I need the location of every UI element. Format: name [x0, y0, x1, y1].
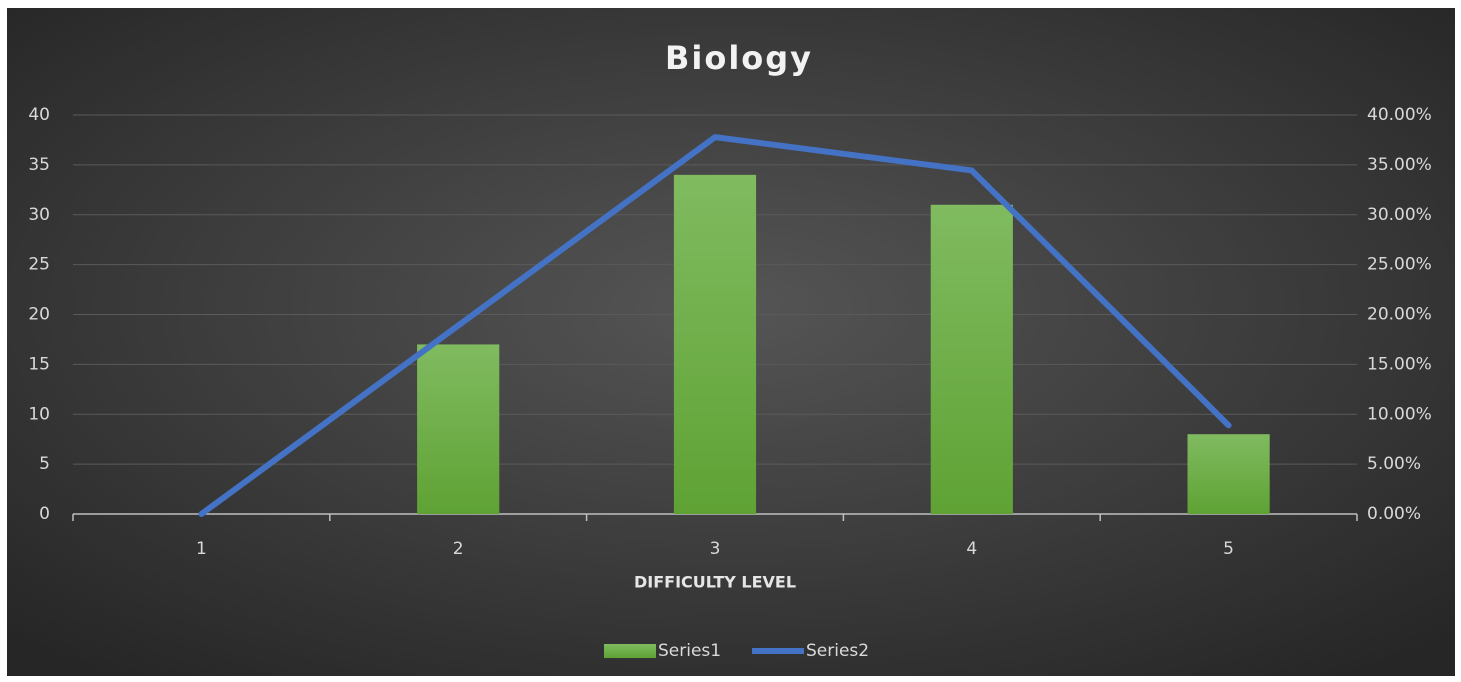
- x-tick-label: 2: [453, 539, 464, 559]
- y-tick-label: 0: [39, 504, 50, 524]
- y2-tick-label: 30.00%: [1367, 205, 1432, 225]
- bar: [1187, 434, 1270, 514]
- bar: [417, 344, 500, 514]
- y-tick-label: 5: [39, 454, 50, 474]
- bar: [673, 174, 757, 514]
- x-tick-label: 1: [196, 539, 207, 559]
- y2-tick-label: 25.00%: [1367, 255, 1432, 275]
- y-tick-label: 30: [28, 205, 50, 225]
- chart-title: Biology: [665, 39, 813, 77]
- y2-tick-label: 10.00%: [1367, 404, 1432, 424]
- y-tick-label: 40: [28, 105, 50, 125]
- y2-tick-label: 0.00%: [1367, 504, 1421, 524]
- y-tick-label: 10: [28, 404, 50, 424]
- legend-label: Series1: [658, 641, 721, 661]
- y-tick-label: 20: [28, 305, 50, 325]
- y2-tick-label: 15.00%: [1367, 354, 1432, 374]
- legend-label: Series2: [806, 641, 869, 661]
- x-tick-label: 5: [1223, 539, 1234, 559]
- y2-tick-label: 35.00%: [1367, 155, 1432, 175]
- x-axis-title: DIFFICULTY LEVEL: [634, 573, 796, 592]
- x-tick-label: 3: [710, 539, 721, 559]
- legend-swatch: [604, 644, 656, 658]
- y2-tick-label: 5.00%: [1367, 454, 1421, 474]
- line: [198, 134, 1232, 517]
- y-tick-label: 15: [28, 354, 50, 374]
- y2-tick-label: 20.00%: [1367, 305, 1432, 325]
- x-tick-label: 4: [966, 539, 977, 559]
- y-tick-label: 25: [28, 255, 50, 275]
- y-tick-label: 35: [28, 155, 50, 175]
- y2-tick-label: 40.00%: [1367, 105, 1432, 125]
- bar: [930, 204, 1013, 514]
